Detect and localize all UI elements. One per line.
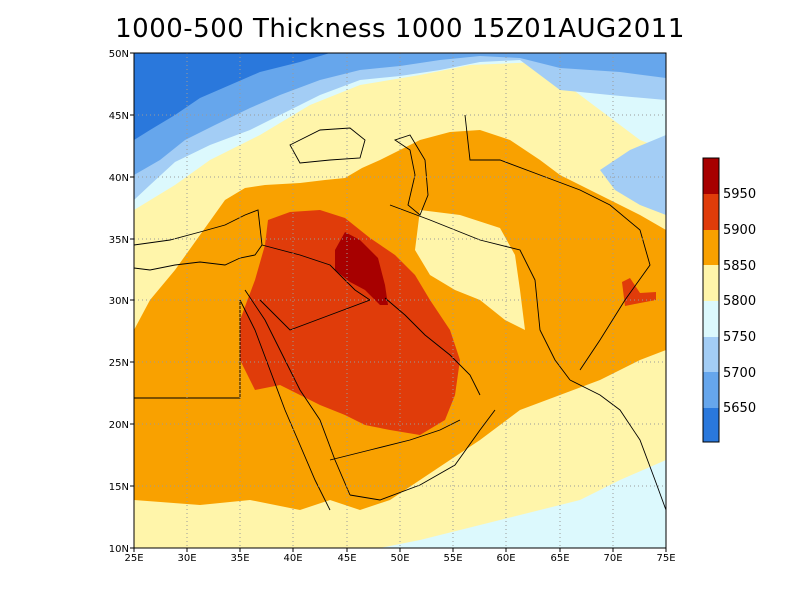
red-sea-west-coast (239, 299, 331, 511)
band-5700-5750-east (600, 135, 666, 215)
colorbar-segment (703, 408, 719, 442)
arabian-coast (349, 409, 496, 501)
colorbar-label: 5700 (723, 366, 756, 381)
colorbar-label: 5650 (723, 401, 756, 416)
colorbar-segment (703, 158, 719, 194)
colorbar: 5650 5700 5750 5800 5850 5900 5950 (702, 157, 756, 443)
band-below-5650 (134, 53, 330, 140)
colorbar-segment (703, 301, 719, 337)
lon-tick-label: 25E (124, 553, 143, 564)
lat-tick-label: 20N (109, 420, 129, 431)
colorbar-label: 5900 (723, 223, 756, 238)
lat-tick-label: 15N (109, 482, 129, 493)
lon-tick-label: 70E (603, 553, 622, 564)
lon-tick-label: 40E (283, 553, 302, 564)
yemen-border (329, 419, 461, 461)
tick-marks (130, 52, 667, 552)
lon-tick-label: 30E (177, 553, 196, 564)
lon-tick-label: 50E (390, 553, 409, 564)
afghan-border (464, 114, 651, 371)
colorbar-segment (703, 194, 719, 230)
black-sea-coast (289, 127, 366, 164)
mediterranean-coast (134, 209, 263, 271)
lat-tick-label: 25N (109, 358, 129, 369)
band-5900-5950 (240, 210, 460, 435)
red-sea-coast (244, 289, 351, 496)
caspian-sea-coast (393, 134, 429, 216)
colorbar-label: 5950 (723, 187, 756, 202)
lat-tick-label: 30N (109, 296, 129, 307)
persian-gulf-coast (384, 297, 481, 396)
lat-tick-label: 50N (109, 49, 129, 60)
colorbar-label: 5750 (723, 330, 756, 345)
coastlines-borders (134, 114, 666, 511)
colorbar-segment (703, 372, 719, 408)
lon-tick-label: 75E (656, 553, 675, 564)
band-5650-5700 (134, 53, 666, 175)
lon-tick-label: 45E (337, 553, 356, 564)
chart-title: 1000-500 Thickness 1000 15Z01AUG2011 (115, 14, 685, 44)
band-5900-5950-pakistan (622, 278, 656, 306)
grid (134, 53, 666, 548)
lat-tick-labels: 10N 15N 20N 25N 30N 35N 40N 45N 50N (109, 49, 129, 555)
colorbar-segment (703, 337, 719, 372)
colorbar-segment (703, 230, 719, 265)
lon-tick-label: 65E (550, 553, 569, 564)
iran-border (389, 204, 571, 381)
lon-tick-label: 35E (230, 553, 249, 564)
lat-tick-label: 10N (109, 544, 129, 555)
band-above-5950 (335, 232, 388, 305)
lon-tick-label: 60E (496, 553, 515, 564)
arabia-borders (259, 244, 371, 331)
colorbar-label: 5800 (723, 294, 756, 309)
lon-tick-label: 55E (443, 553, 462, 564)
colorbar-frame (702, 157, 720, 443)
india-coast (569, 379, 666, 511)
colorbar-segment (703, 265, 719, 301)
lat-tick-label: 45N (109, 111, 129, 122)
lat-tick-label: 35N (109, 235, 129, 246)
lat-tick-label: 40N (109, 173, 129, 184)
lon-tick-labels: 25E 30E 35E 40E 45E 50E 55E 60E 65E 70E … (124, 553, 675, 564)
colorbar-label: 5850 (723, 259, 756, 274)
band-5800-5850-iran (415, 210, 525, 330)
